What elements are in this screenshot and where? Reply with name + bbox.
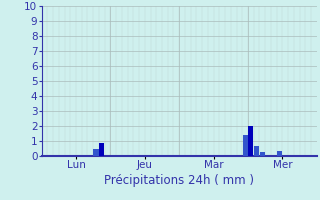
Bar bbox=[243, 135, 248, 156]
Bar bbox=[248, 126, 253, 156]
Bar bbox=[260, 152, 265, 156]
Bar bbox=[254, 146, 259, 156]
Bar bbox=[277, 151, 282, 156]
X-axis label: Précipitations 24h ( mm ): Précipitations 24h ( mm ) bbox=[104, 174, 254, 187]
Bar bbox=[93, 148, 99, 156]
Bar bbox=[99, 142, 104, 156]
